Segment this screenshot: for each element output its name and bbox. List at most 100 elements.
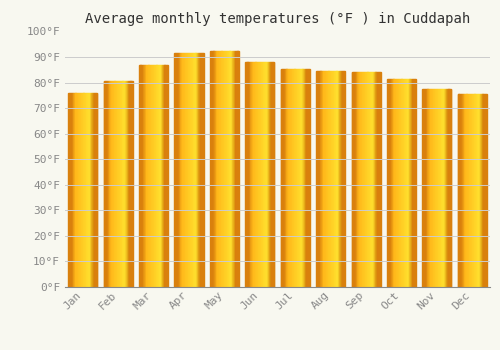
Bar [482,94,484,287]
Bar [442,89,444,287]
Bar [372,72,374,287]
Bar [446,89,447,287]
Bar [377,72,378,287]
Bar [320,71,322,287]
Bar [123,81,124,287]
Bar [232,51,233,287]
Bar [379,72,380,287]
Bar [337,71,338,287]
Bar [254,62,255,287]
Bar [164,65,165,287]
Bar [210,51,212,287]
Bar [284,69,285,287]
Bar [155,65,156,287]
Bar [82,93,83,287]
Bar [273,62,274,287]
Bar [388,79,389,287]
Bar [70,93,71,287]
Bar [104,81,105,287]
Bar [218,51,220,287]
Bar [249,62,250,287]
Bar [257,62,258,287]
Bar [174,53,175,287]
Bar [191,53,192,287]
Bar [362,72,363,287]
Bar [124,81,126,287]
Bar [105,81,106,287]
Bar [141,65,142,287]
Bar [352,72,353,287]
Bar [192,53,194,287]
Bar [214,51,215,287]
Bar [283,69,284,287]
Bar [341,71,342,287]
Bar [233,51,234,287]
Bar [329,71,330,287]
Bar [80,93,82,287]
Bar [396,79,397,287]
Bar [262,62,263,287]
Bar [163,65,164,287]
Bar [108,81,110,287]
Bar [430,89,431,287]
Bar [447,89,448,287]
Bar [442,89,443,287]
Bar [130,81,132,287]
Bar [74,93,76,287]
Bar [152,65,153,287]
Bar [72,93,74,287]
Bar [359,72,360,287]
Bar [321,71,322,287]
Bar [426,89,428,287]
Bar [463,94,464,287]
Bar [180,53,181,287]
Bar [470,94,471,287]
Bar [440,89,442,287]
Bar [322,71,324,287]
Bar [270,62,271,287]
Bar [157,65,158,287]
Bar [307,69,308,287]
Bar [408,79,409,287]
Bar [400,79,401,287]
Bar [96,93,98,287]
Bar [77,93,78,287]
Bar [392,79,394,287]
Bar [398,79,400,287]
Bar [270,62,272,287]
Bar [481,94,482,287]
Bar [424,89,426,287]
Bar [215,51,216,287]
Bar [116,81,117,287]
Bar [87,93,88,287]
Bar [474,94,476,287]
Bar [282,69,283,287]
Bar [197,53,198,287]
Bar [94,93,95,287]
Bar [434,89,436,287]
Bar [400,79,402,287]
Bar [441,89,442,287]
Bar [353,72,354,287]
Bar [166,65,168,287]
Bar [84,93,85,287]
Bar [128,81,129,287]
Bar [196,53,197,287]
Bar [358,72,359,287]
Bar [187,53,188,287]
Bar [304,69,306,287]
Bar [250,62,251,287]
Bar [265,62,266,287]
Bar [465,94,466,287]
Bar [397,79,398,287]
Bar [112,81,113,287]
Bar [230,51,231,287]
Bar [468,94,469,287]
Bar [184,53,186,287]
Bar [413,79,414,287]
Bar [148,65,150,287]
Bar [189,53,190,287]
Bar [448,89,450,287]
Bar [121,81,122,287]
Bar [222,51,223,287]
